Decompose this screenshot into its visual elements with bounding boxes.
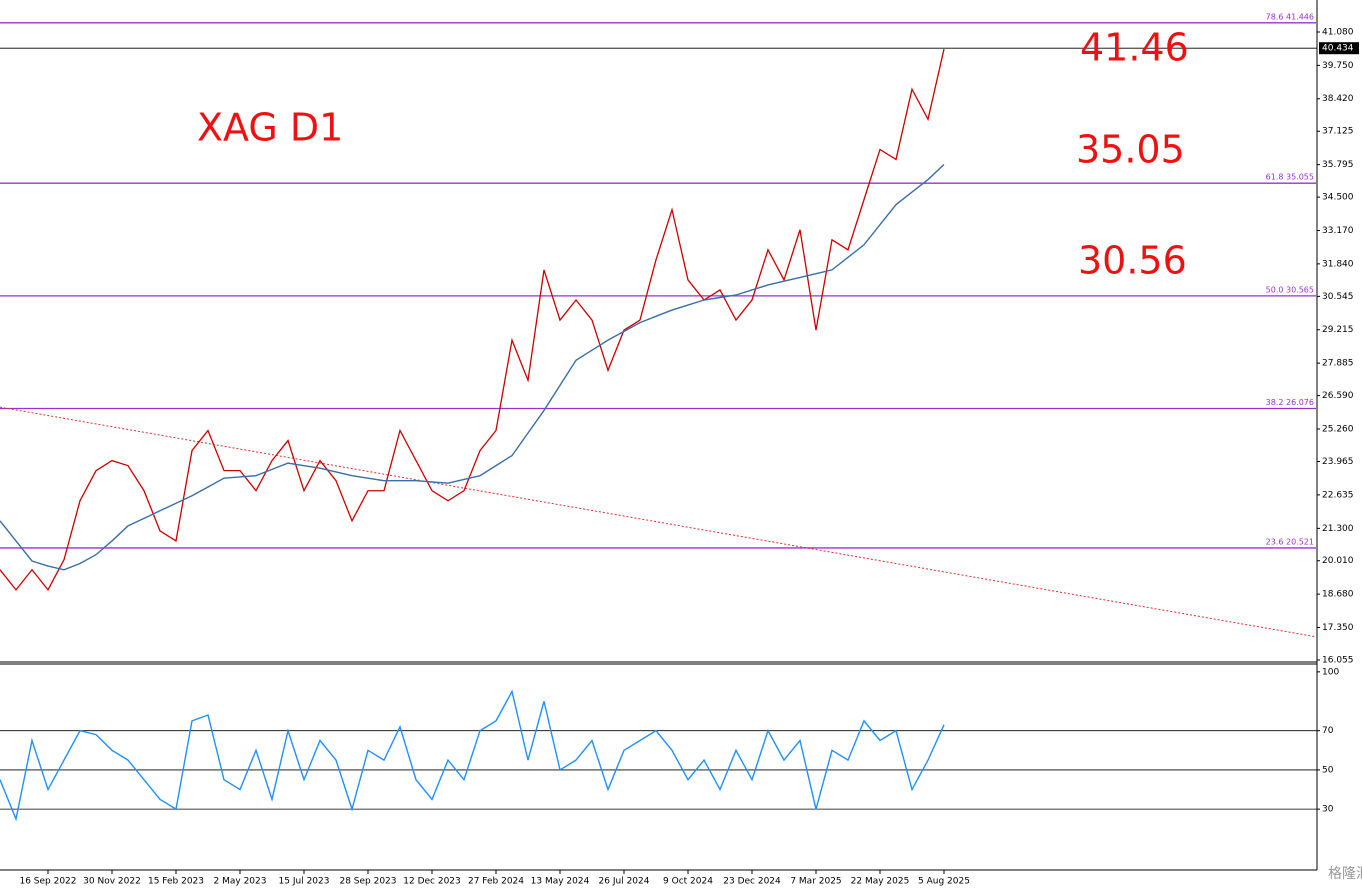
chart-title: XAG D1 — [197, 106, 343, 150]
y-tick-label: 37.125 — [1322, 127, 1354, 137]
fib-label: 61.8 35.055 — [1266, 173, 1314, 182]
y-tick-label: 27.885 — [1322, 359, 1354, 369]
fib-label: 23.6 20.521 — [1266, 537, 1314, 546]
current-price-label: 40.434 — [1322, 44, 1354, 54]
y-tick-label: 21.300 — [1322, 524, 1354, 534]
annotation: 41.46 — [1080, 26, 1189, 70]
price-line — [0, 48, 945, 592]
y-tick-label: 41.080 — [1322, 27, 1354, 37]
x-tick-label: 9 Oct 2024 — [663, 877, 713, 887]
fib-label: 78.6 41.446 — [1266, 12, 1314, 21]
x-tick-label: 16 Sep 2022 — [19, 877, 76, 887]
x-tick-label: 7 Mar 2025 — [790, 877, 841, 887]
annotation: 30.56 — [1078, 239, 1187, 283]
y-tick-label: 17.350 — [1322, 623, 1354, 633]
fib-label: 38.2 26.076 — [1266, 398, 1314, 407]
y-tick-label: 26.590 — [1322, 391, 1354, 401]
y-tick-label: 34.500 — [1322, 193, 1354, 203]
y-tick-label: 29.215 — [1322, 325, 1354, 335]
x-tick-label: 2 May 2023 — [214, 877, 267, 887]
x-tick-label: 30 Nov 2022 — [83, 877, 141, 887]
y-tick-label: 18.680 — [1322, 590, 1354, 600]
y-tick-label: 39.750 — [1322, 61, 1354, 71]
x-tick-label: 22 May 2025 — [851, 877, 910, 887]
x-tick-label: 15 Feb 2023 — [148, 877, 204, 887]
fib-label: 50.0 30.565 — [1266, 285, 1314, 294]
y-tick-label: 33.170 — [1322, 226, 1354, 236]
y-tick-label: 35.795 — [1322, 160, 1354, 170]
x-tick-label: 13 May 2024 — [531, 877, 590, 887]
x-tick-label: 26 Jul 2024 — [599, 877, 650, 887]
y-tick-label: 22.635 — [1322, 490, 1354, 500]
y-tick-label: 70 — [1322, 726, 1334, 736]
y-tick-label: 20.010 — [1322, 556, 1354, 566]
y-tick-label: 25.260 — [1322, 424, 1354, 434]
watermark: 格隆汇 — [1328, 866, 1362, 882]
y-tick-label: 50 — [1322, 765, 1334, 775]
y-tick-label: 16.055 — [1322, 655, 1354, 665]
x-tick-label: 28 Sep 2023 — [339, 877, 396, 887]
trend-line — [0, 406, 1317, 638]
x-tick-label: 27 Feb 2024 — [468, 877, 524, 887]
annotation: 35.05 — [1076, 128, 1185, 172]
price-line — [0, 163, 945, 571]
y-tick-label: 30 — [1322, 805, 1334, 815]
x-tick-label: 5 Aug 2025 — [918, 877, 970, 887]
price-line — [0, 689, 945, 822]
y-tick-label: 38.420 — [1322, 94, 1354, 104]
y-tick-label: 100 — [1322, 667, 1339, 677]
x-tick-label: 15 Jul 2023 — [279, 877, 330, 887]
y-tick-label: 30.545 — [1322, 292, 1354, 302]
current-price-tag — [1319, 42, 1359, 55]
x-tick-label: 23 Dec 2024 — [723, 877, 781, 887]
y-tick-label: 31.840 — [1322, 259, 1354, 269]
y-tick-label: 23.965 — [1322, 457, 1354, 467]
x-tick-label: 12 Dec 2023 — [403, 877, 461, 887]
